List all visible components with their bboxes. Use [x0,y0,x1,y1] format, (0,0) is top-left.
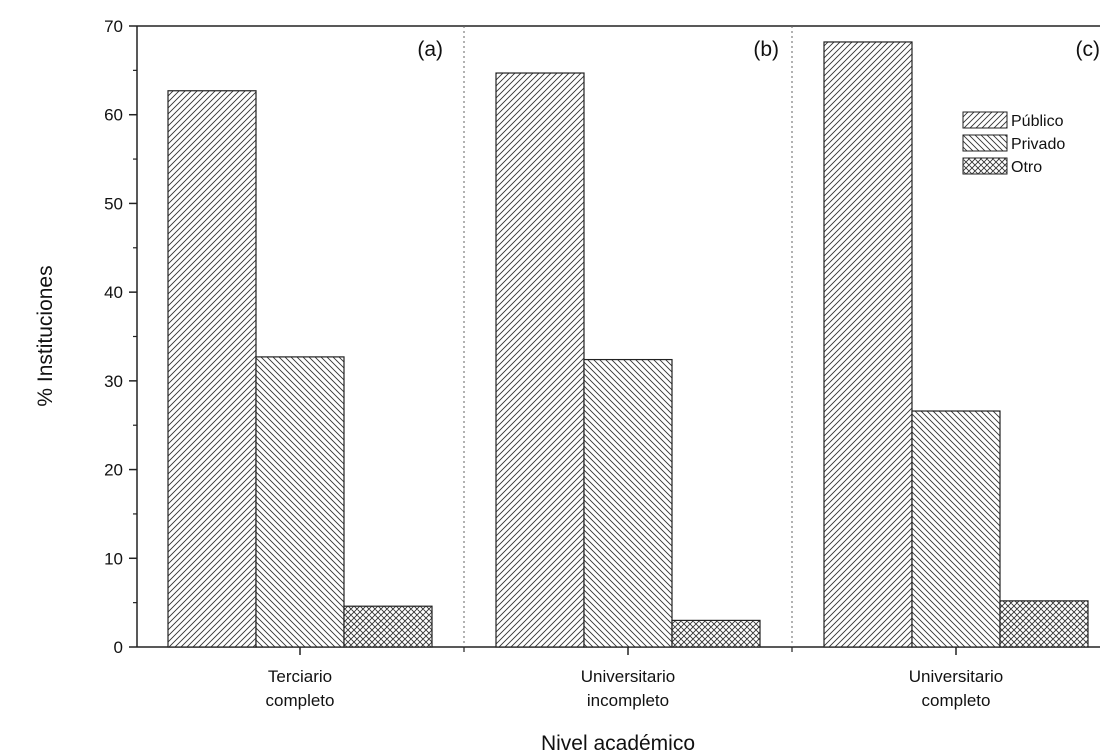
legend-label-1: Público [1011,113,1064,130]
y-tick-label: 20 [104,461,123,480]
legend-swatch-1 [962,111,1008,129]
y-tick-label: 60 [104,106,123,125]
y-axis-ticks: 0 10 20 30 40 50 60 70 [104,17,137,657]
y-tick-label: 70 [104,17,123,36]
bar-pblico-2 [495,72,585,648]
bar-pblico-1 [167,90,257,648]
y-axis-title: % Instituciones [34,265,57,406]
x-axis-ticks: Terciario completo Universitario incompleto… [266,647,1003,710]
bars-group [167,41,1089,648]
panel-label-1: (a) [417,38,443,61]
panel-label-2: (b) [753,38,779,61]
y-tick-label: 40 [104,283,123,302]
x-axis-title: Nivel académico [541,732,695,755]
legend-swatch-3 [962,157,1008,175]
legend-label-3: Otro [1011,159,1042,176]
panel-label-3: (c) [1076,38,1101,61]
x-tick-label-3: Universitario completo [909,667,1003,710]
legend-label-2: Privado [1011,136,1065,153]
bar-privado-2 [583,358,673,648]
y-tick-label: 10 [104,549,123,568]
bar-otro-1 [343,605,433,648]
panel-labels: (a) (b) (c) [417,38,1100,61]
bar-otro-2 [671,619,761,648]
bar-pblico-3 [823,41,913,648]
panel-separators [463,26,793,647]
y-tick-label: 50 [104,194,123,213]
bar-otro-3 [999,600,1089,648]
legend-swatch-2 [962,134,1008,152]
bar-privado-3 [911,410,1001,648]
y-tick-label: 30 [104,372,123,391]
y-tick-label: 0 [114,638,123,657]
bar-privado-1 [255,356,345,648]
x-tick-label-1: Terciario completo [266,667,335,710]
x-tick-label-2: Universitario incompleto [581,667,675,710]
legend: Público Privado Otro [962,111,1065,176]
